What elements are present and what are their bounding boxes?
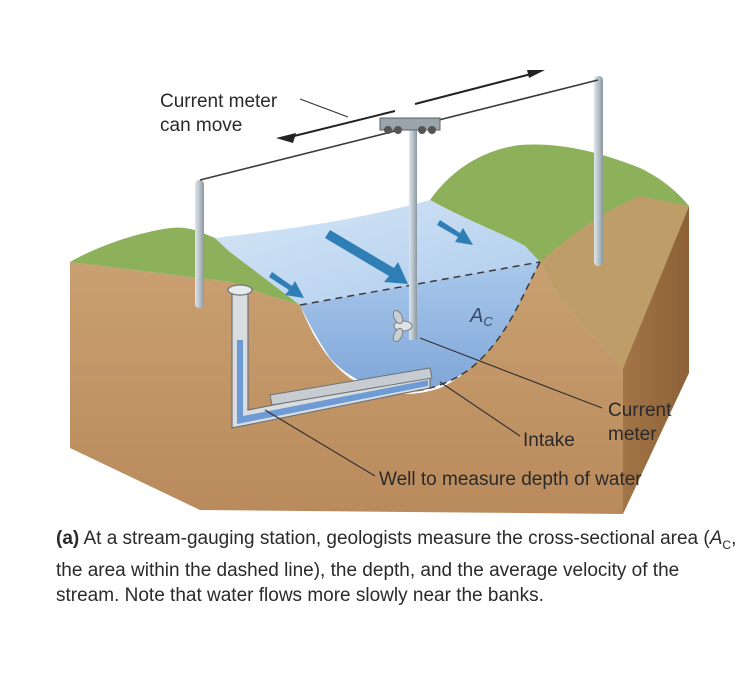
well-water [237,340,428,424]
label-current-meter-2: meter [608,424,657,445]
intake-pipe [269,367,433,406]
well-top [227,284,253,296]
caption-text-2: , the area within the dashed line), the … [56,528,737,606]
flow-arrow-right [437,220,473,245]
stream-gauging-diagram: Current meter can move AC Current meter … [70,70,689,514]
caption-part: (a) [56,528,80,549]
caption-text-1: At a stream-gauging station, geologists … [83,528,710,549]
label-current-meter-can-move-2: can move [160,115,242,136]
area-symbol: A [469,305,483,327]
left-pole [195,180,204,308]
label-current-meter-can-move-1: Current meter [160,91,278,112]
figure-caption: (a) At a stream-gauging station, geologi… [56,526,746,608]
label-current-meter-1: Current [608,400,672,421]
meter-carriage [379,117,441,134]
current-meter-propeller [392,309,413,343]
label-well: Well to measure depth of water [379,469,642,490]
caption-symbol: A [709,528,723,549]
soil-side-face [623,206,689,514]
water-surface [215,200,540,305]
label-intake: Intake [523,430,575,451]
arrow-right-head [527,70,545,78]
arrow-left-head [276,133,296,143]
grass-right-shade [540,196,689,368]
leader-lines [264,98,603,477]
flow-arrow-center [325,230,408,284]
flow-arrows [269,220,473,298]
double-arrow [276,70,545,143]
stilling-well [227,284,433,429]
right-pole [594,76,603,266]
area-subscript: C [483,314,493,329]
caption-symbol-subscript: C [722,537,732,552]
flow-arrow-left [269,272,304,298]
label-area-symbol: AC [469,305,493,329]
meter-rod [409,130,417,340]
area-dashed-line [299,261,541,393]
